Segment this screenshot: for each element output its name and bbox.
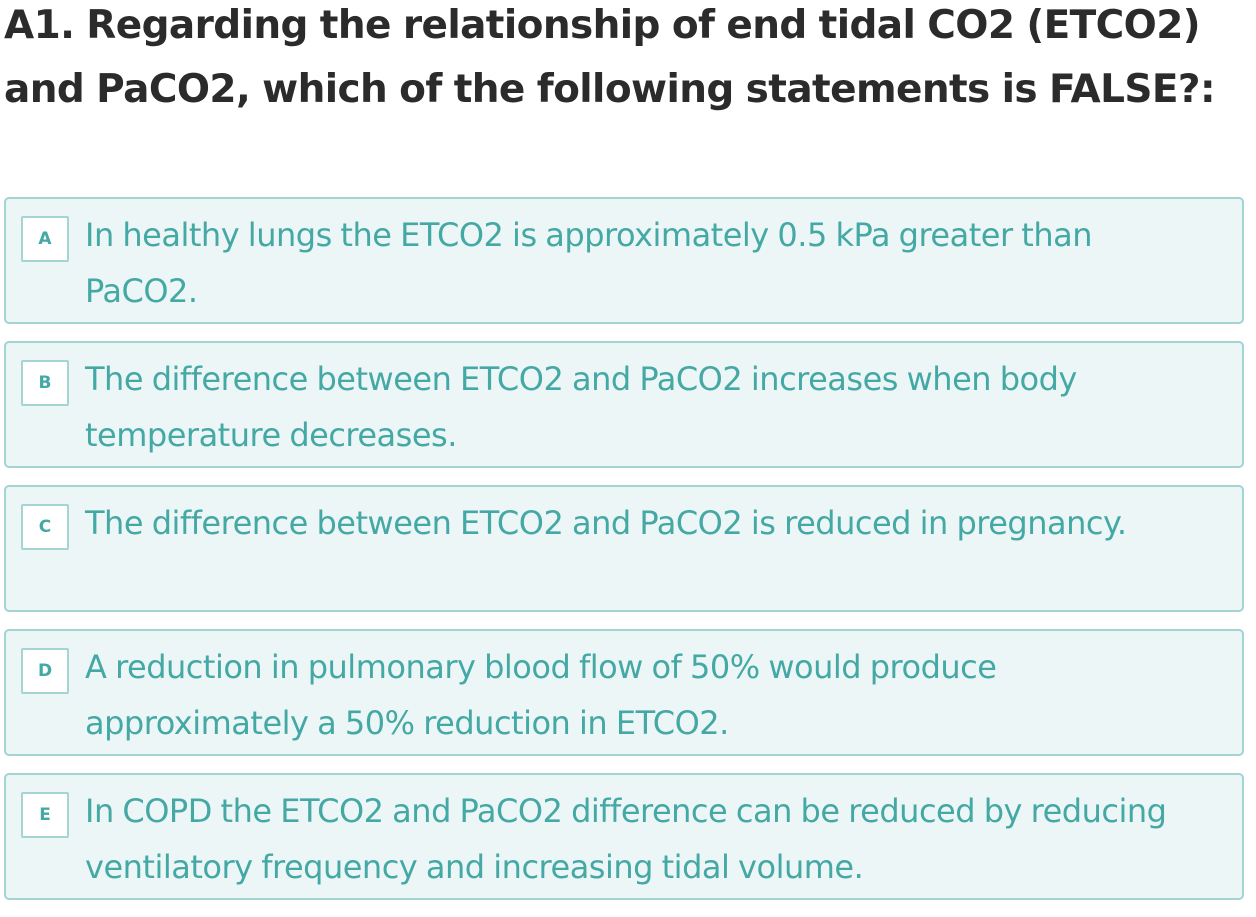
answer-option-e[interactable]: E In COPD the ETCO2 and PaCO2 difference… — [4, 773, 1244, 900]
answer-options-list: A In healthy lungs the ETCO2 is approxim… — [4, 197, 1244, 917]
answer-option-d[interactable]: D A reduction in pulmonary blood flow of… — [4, 629, 1244, 756]
option-text: In healthy lungs the ETCO2 is approximat… — [85, 216, 1092, 310]
question-title: A1. Regarding the relationship of end ti… — [4, 3, 1216, 112]
option-letter-badge: C — [21, 504, 69, 550]
option-letter-badge: D — [21, 648, 69, 694]
option-text: The difference between ETCO2 and PaCO2 i… — [85, 360, 1077, 454]
answer-option-b[interactable]: B The difference between ETCO2 and PaCO2… — [4, 341, 1244, 468]
option-letter-badge: A — [21, 216, 69, 262]
option-text: A reduction in pulmonary blood flow of 5… — [85, 648, 997, 742]
answer-option-a[interactable]: A In healthy lungs the ETCO2 is approxim… — [4, 197, 1244, 324]
option-letter-badge: E — [21, 792, 69, 838]
option-letter-badge: B — [21, 360, 69, 406]
option-text: The difference between ETCO2 and PaCO2 i… — [85, 504, 1127, 542]
answer-option-c[interactable]: C The difference between ETCO2 and PaCO2… — [4, 485, 1244, 612]
option-text: In COPD the ETCO2 and PaCO2 difference c… — [85, 792, 1167, 886]
